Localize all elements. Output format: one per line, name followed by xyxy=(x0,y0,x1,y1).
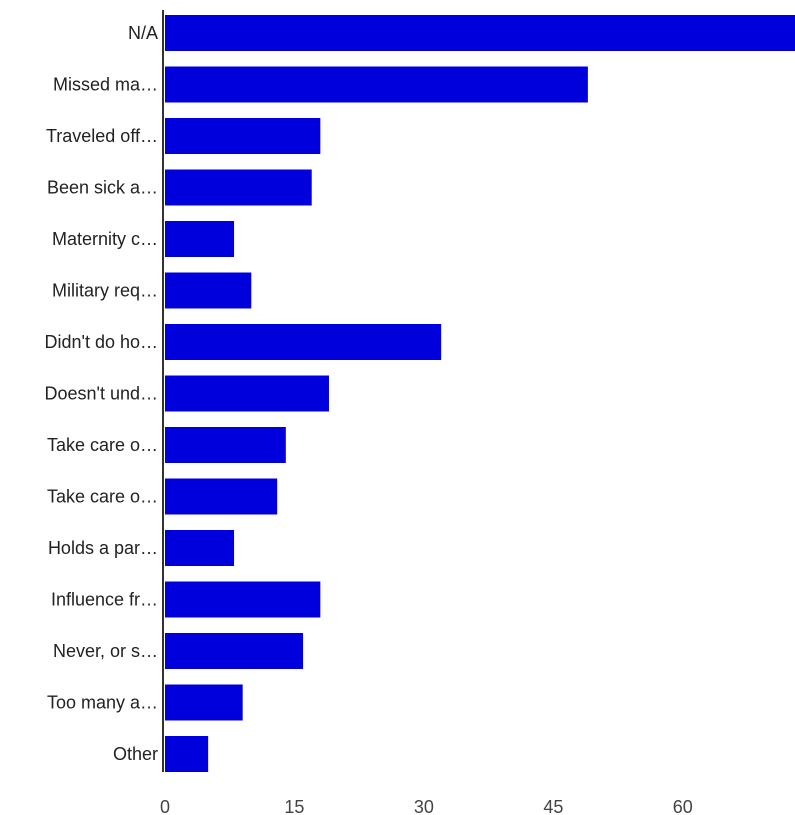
category-label: N/A xyxy=(128,23,158,43)
category-label: Missed ma… xyxy=(53,75,158,95)
bar xyxy=(165,530,235,566)
category-label: Maternity c… xyxy=(52,229,158,249)
bar xyxy=(165,375,329,412)
category-label: Didn't do ho… xyxy=(44,332,158,352)
x-tick-label: 30 xyxy=(414,797,434,815)
category-label: Traveled off… xyxy=(46,126,158,146)
category-label: Influence fr… xyxy=(51,590,158,610)
category-label: Take care o… xyxy=(47,487,158,507)
bar xyxy=(165,324,442,360)
category-label: Other xyxy=(113,744,158,764)
bar xyxy=(165,684,243,721)
x-axis-ticks: 0 15 30 45 60 xyxy=(160,797,693,815)
x-tick-label: 60 xyxy=(673,797,693,815)
category-label: Been sick a… xyxy=(47,178,158,198)
bar xyxy=(165,118,321,154)
bar xyxy=(165,221,235,257)
category-label: Take care o… xyxy=(47,435,158,455)
bar xyxy=(165,15,795,51)
bar xyxy=(165,633,304,669)
bar xyxy=(165,736,209,772)
x-tick-label: 0 xyxy=(160,797,170,815)
category-label: Too many a… xyxy=(47,693,158,713)
category-labels: N/A Missed ma… Traveled off… Been sick a… Ma… xyxy=(44,23,158,764)
bar xyxy=(165,66,588,103)
x-tick-label: 45 xyxy=(543,797,563,815)
bar xyxy=(165,478,278,515)
x-tick-label: 15 xyxy=(284,797,304,815)
category-label: Holds a par… xyxy=(48,538,158,558)
bar xyxy=(165,169,312,206)
bars-layer xyxy=(165,15,795,772)
category-label: Military req… xyxy=(52,281,158,301)
category-label: Never, or s… xyxy=(53,641,158,661)
category-label: Doesn't und… xyxy=(44,384,158,404)
bar xyxy=(165,272,252,309)
bar xyxy=(165,427,286,463)
bar xyxy=(165,581,321,618)
